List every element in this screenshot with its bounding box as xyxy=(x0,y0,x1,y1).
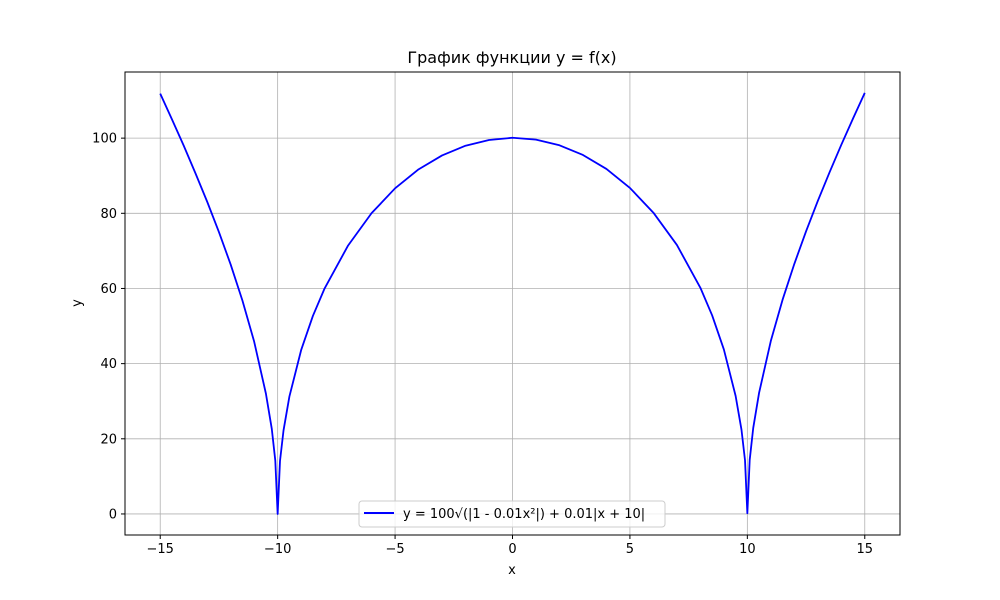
y-tick-label: 100 xyxy=(92,132,117,147)
x-tick-label: 0 xyxy=(508,542,516,557)
x-tick-label: −15 xyxy=(147,542,174,557)
legend-box xyxy=(358,500,666,528)
y-tick-label: 40 xyxy=(100,357,117,372)
y-tick-label: 60 xyxy=(100,282,117,297)
chart-title: График функции y = f(x) xyxy=(407,48,616,67)
legend-entry-label: y = 100√(|1 - 0.01x²|) + 0.01|x + 10| xyxy=(403,507,645,522)
y-tick-label: 0 xyxy=(109,507,117,522)
x-tick-label: 15 xyxy=(856,542,873,557)
legend: y = 100√(|1 - 0.01x²|) + 0.01|x + 10| xyxy=(358,500,666,528)
x-tick-label: 10 xyxy=(739,542,756,557)
x-axis-ticks: −15 −10 −5 0 5 10 15 xyxy=(147,535,873,557)
y-axis-ticks: 0 20 40 60 80 100 xyxy=(92,132,125,522)
x-tick-label: 5 xyxy=(626,542,634,557)
grid-lines xyxy=(125,72,900,535)
x-axis-label: x xyxy=(508,563,516,578)
series-layer xyxy=(159,92,866,515)
y-tick-label: 80 xyxy=(100,207,117,222)
y-tick-label: 20 xyxy=(100,432,117,447)
x-tick-label: −10 xyxy=(264,542,291,557)
y-axis-label: y xyxy=(70,299,85,307)
series-line-0 xyxy=(159,92,866,515)
x-tick-label: −5 xyxy=(385,542,404,557)
